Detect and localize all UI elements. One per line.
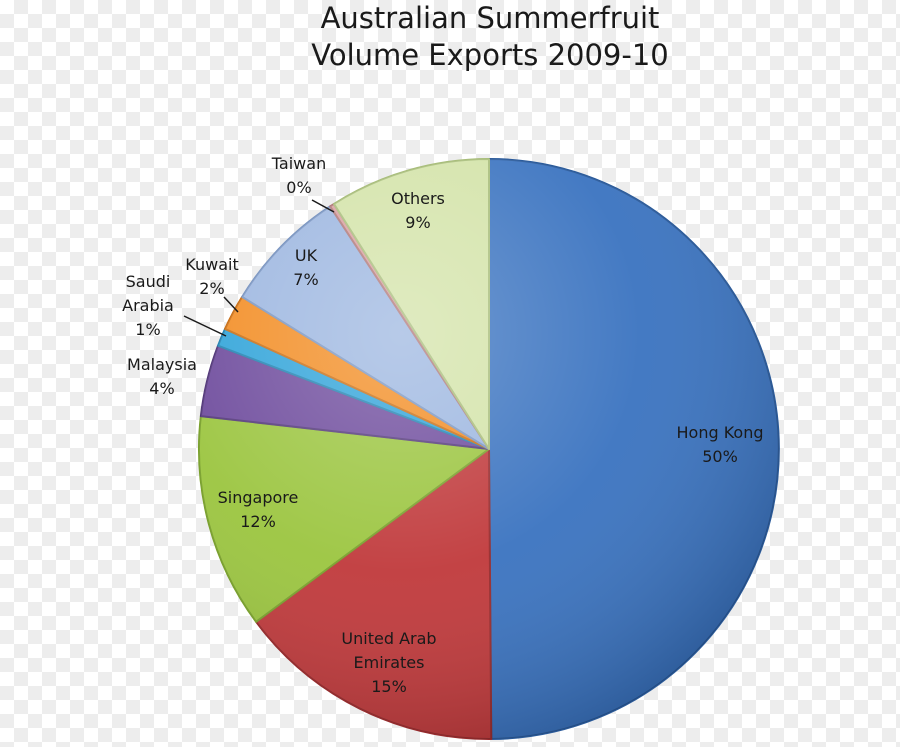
leader-line-taiwan bbox=[311, 199, 335, 213]
slice-label-united-arab-emirates: United Arab Emirates 15% bbox=[341, 629, 436, 696]
slice-label-hong-kong: Hong Kong 50% bbox=[677, 423, 764, 466]
leader-lines bbox=[183, 199, 335, 337]
slice-label-singapore: Singapore 12% bbox=[218, 488, 299, 531]
slice-label-taiwan: Taiwan 0% bbox=[271, 154, 326, 197]
chart-title-line-2: Volume Exports 2009-10 bbox=[311, 38, 669, 72]
slice-label-others: Others 9% bbox=[391, 189, 445, 232]
slice-label-kuwait: Kuwait 2% bbox=[185, 255, 238, 298]
chart-title: Australian Summerfruit Volume Exports 20… bbox=[200, 0, 780, 74]
slice-labels: Hong Kong 50% United Arab Emirates 15% Singap… bbox=[122, 154, 763, 696]
pie-slices bbox=[198, 158, 780, 740]
slice-label-saudi-arabia: Saudi Arabia 1% bbox=[122, 272, 174, 339]
chart-title-line-1: Australian Summerfruit bbox=[320, 1, 660, 35]
leader-line-kuwait bbox=[223, 296, 239, 313]
slice-label-uk: UK 7% bbox=[293, 246, 318, 289]
slice-label-malaysia: Malaysia 4% bbox=[127, 355, 197, 398]
leader-line-saudi-arabia bbox=[183, 315, 227, 337]
